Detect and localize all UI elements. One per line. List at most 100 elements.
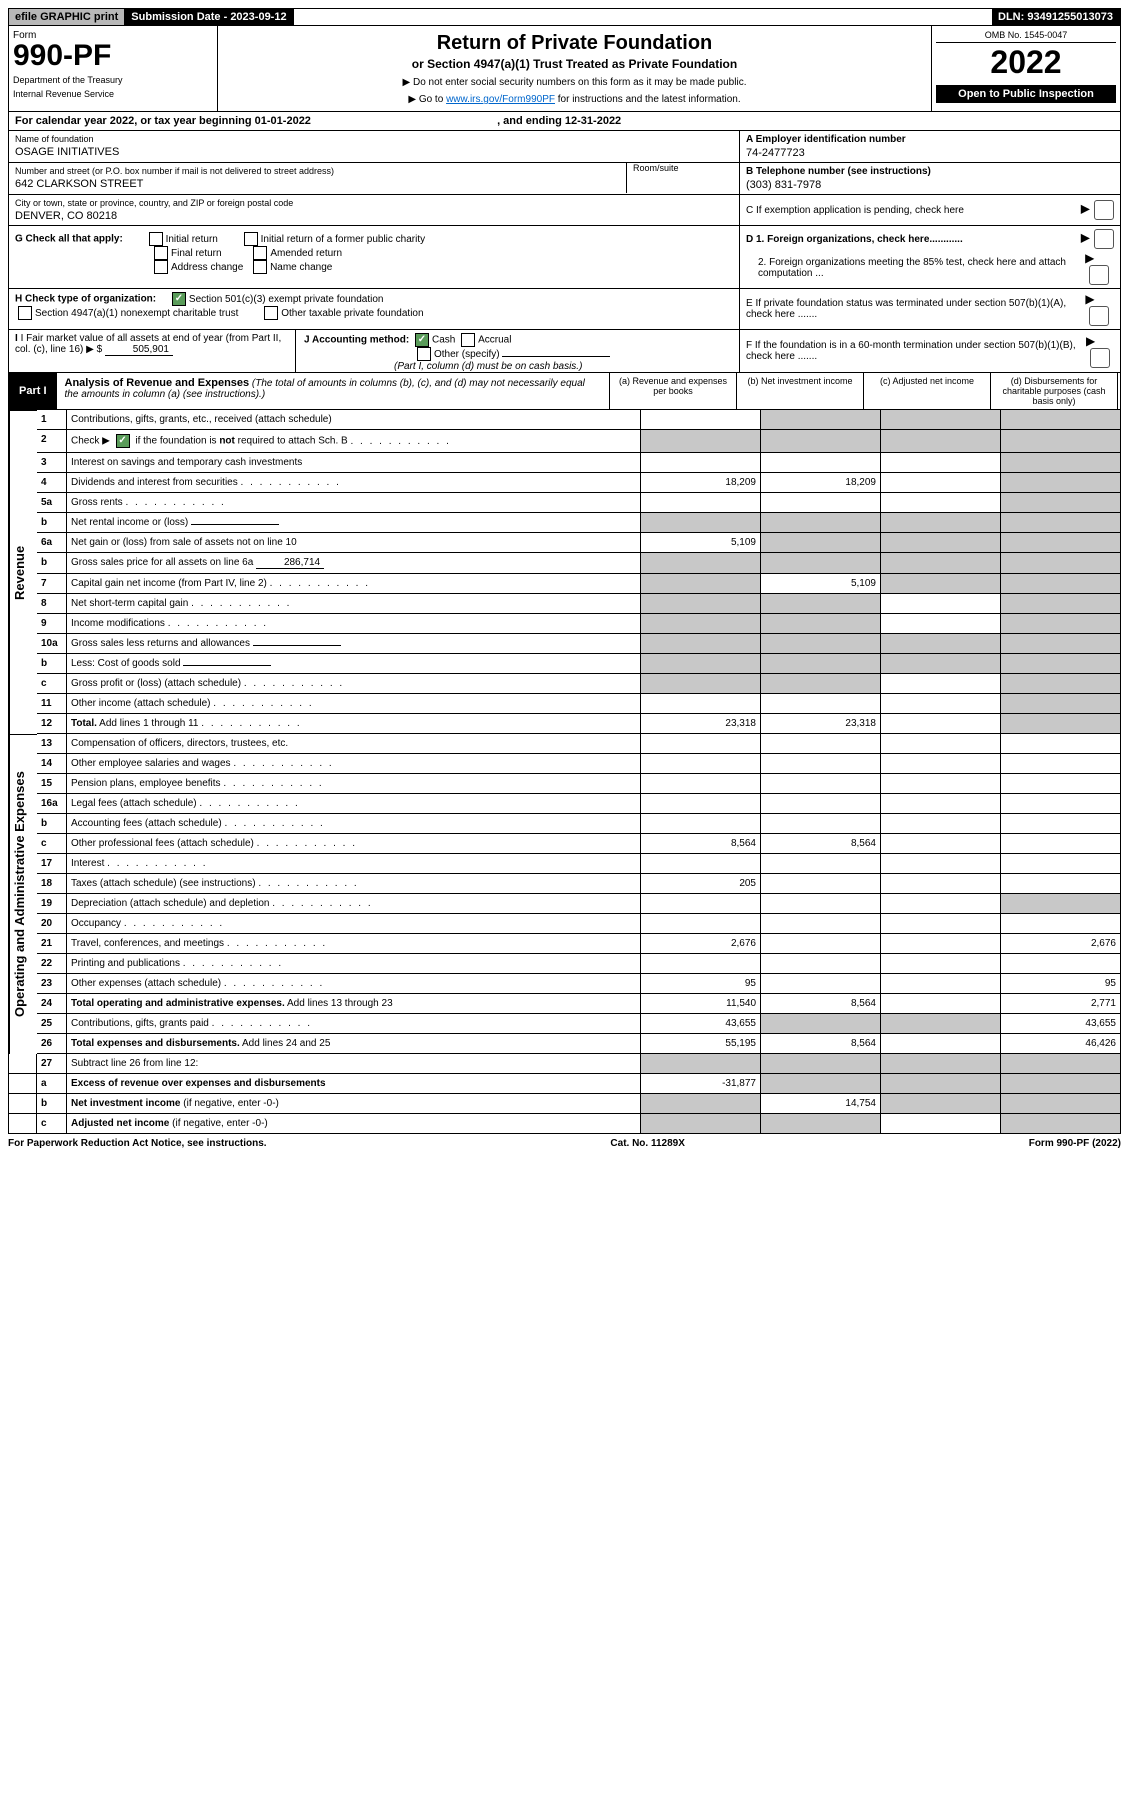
form990pf-link[interactable]: www.irs.gov/Form990PF bbox=[446, 94, 555, 105]
cell-c bbox=[881, 410, 1001, 430]
cell-a bbox=[641, 1114, 761, 1134]
row-desc: Excess of revenue over expenses and disb… bbox=[67, 1074, 641, 1094]
g-opt4: Amended return bbox=[270, 248, 342, 259]
financial-table: Revenue1Contributions, gifts, grants, et… bbox=[8, 410, 1121, 1134]
g-opt5: Name change bbox=[270, 262, 332, 273]
h-opt1: Section 501(c)(3) exempt private foundat… bbox=[189, 294, 384, 305]
row-desc: Other expenses (attach schedule) bbox=[67, 974, 641, 994]
cell-d bbox=[1001, 694, 1121, 714]
part1-left: Part I Analysis of Revenue and Expenses … bbox=[9, 373, 609, 409]
h-501c3-checkbox[interactable]: ✓ bbox=[172, 292, 186, 306]
cell-b bbox=[761, 410, 881, 430]
col-b-header: (b) Net investment income bbox=[736, 373, 863, 409]
city-cell: City or town, state or province, country… bbox=[9, 195, 740, 226]
header-right: OMB No. 1545-0047 2022 Open to Public In… bbox=[931, 26, 1120, 111]
arrow-icon: ▶ bbox=[1085, 292, 1094, 306]
cell-d bbox=[1001, 654, 1121, 674]
row-desc: Interest on savings and temporary cash i… bbox=[67, 453, 641, 473]
period-begin: 01-01-2022 bbox=[255, 115, 311, 127]
row-num: 16a bbox=[37, 794, 67, 814]
cell-d bbox=[1001, 894, 1121, 914]
inspection: Open to Public Inspection bbox=[936, 85, 1116, 103]
efile-label[interactable]: efile GRAPHIC print bbox=[9, 9, 125, 25]
cell-d bbox=[1001, 1094, 1121, 1114]
cell-d bbox=[1001, 794, 1121, 814]
col-a-header: (a) Revenue and expenses per books bbox=[609, 373, 736, 409]
addr-label: Number and street (or P.O. box number if… bbox=[15, 166, 626, 176]
row-num: 20 bbox=[37, 914, 67, 934]
cell-c bbox=[881, 453, 1001, 473]
h-other-checkbox[interactable] bbox=[264, 306, 278, 320]
row-num: 7 bbox=[37, 574, 67, 594]
d2-checkbox[interactable] bbox=[1089, 265, 1109, 285]
i-value: 505,901 bbox=[105, 344, 173, 356]
row-desc: Interest bbox=[67, 854, 641, 874]
cell-a: 55,195 bbox=[641, 1034, 761, 1054]
ein-label: A Employer identification number bbox=[746, 134, 1114, 145]
row-num: 17 bbox=[37, 854, 67, 874]
ein-value: 74-2477723 bbox=[746, 147, 1114, 159]
cell-a: 2,676 bbox=[641, 934, 761, 954]
g-initial-checkbox[interactable] bbox=[149, 232, 163, 246]
j-accrual: Accrual bbox=[478, 335, 511, 346]
row-desc: Pension plans, employee benefits bbox=[67, 774, 641, 794]
j-other-checkbox[interactable] bbox=[417, 347, 431, 361]
period-mid: , and ending bbox=[497, 115, 565, 127]
cell-b bbox=[761, 754, 881, 774]
phone-label: B Telephone number (see instructions) bbox=[746, 166, 1114, 177]
row-desc: Subtract line 26 from line 12: bbox=[67, 1054, 641, 1074]
row-desc: Contributions, gifts, grants paid bbox=[67, 1014, 641, 1034]
d-cell: D 1. Foreign organizations, check here..… bbox=[740, 226, 1120, 289]
cell-d bbox=[1001, 513, 1121, 533]
cell-c bbox=[881, 774, 1001, 794]
footer-mid: Cat. No. 11289X bbox=[610, 1138, 684, 1149]
cell-a bbox=[641, 410, 761, 430]
h-4947-checkbox[interactable] bbox=[18, 306, 32, 320]
j-cash-checkbox[interactable]: ✓ bbox=[415, 333, 429, 347]
h-opt2: Section 4947(a)(1) nonexempt charitable … bbox=[35, 308, 238, 319]
row-desc: Contributions, gifts, grants, etc., rece… bbox=[67, 410, 641, 430]
g-cell: G Check all that apply: Initial return I… bbox=[9, 226, 740, 289]
g-final-checkbox[interactable] bbox=[154, 246, 168, 260]
row-desc: Other professional fees (attach schedule… bbox=[67, 834, 641, 854]
j-accrual-checkbox[interactable] bbox=[461, 333, 475, 347]
row-desc: Taxes (attach schedule) (see instruction… bbox=[67, 874, 641, 894]
row-desc: Check ▶ ✓ if the foundation is not requi… bbox=[67, 430, 641, 453]
row-num: b bbox=[37, 654, 67, 674]
g-former-checkbox[interactable] bbox=[244, 232, 258, 246]
cell-d bbox=[1001, 553, 1121, 574]
cell-d bbox=[1001, 533, 1121, 553]
cell-b bbox=[761, 1074, 881, 1094]
cell-a bbox=[641, 734, 761, 754]
arrow-icon: ▶ bbox=[1085, 251, 1094, 265]
cell-c bbox=[881, 734, 1001, 754]
cell-d bbox=[1001, 874, 1121, 894]
row-desc: Net short-term capital gain bbox=[67, 594, 641, 614]
cell-b bbox=[761, 794, 881, 814]
row-num: c bbox=[37, 674, 67, 694]
d1-checkbox[interactable] bbox=[1094, 229, 1114, 249]
cell-b bbox=[761, 430, 881, 453]
row-num: 4 bbox=[37, 473, 67, 493]
cell-d bbox=[1001, 634, 1121, 654]
cell-d bbox=[1001, 493, 1121, 513]
cell-a: -31,877 bbox=[641, 1074, 761, 1094]
g-address-checkbox[interactable] bbox=[154, 260, 168, 274]
row-num: b bbox=[37, 1094, 67, 1114]
c-checkbox[interactable] bbox=[1094, 200, 1114, 220]
g-name-checkbox[interactable] bbox=[253, 260, 267, 274]
cell-c bbox=[881, 614, 1001, 634]
cell-b bbox=[761, 634, 881, 654]
header: Form 990-PF Department of the Treasury I… bbox=[8, 26, 1121, 112]
g-amended-checkbox[interactable] bbox=[253, 246, 267, 260]
arrow-icon: ▶ bbox=[1086, 334, 1095, 348]
cell-a bbox=[641, 774, 761, 794]
instr2-post: for instructions and the latest informat… bbox=[558, 94, 741, 105]
cell-d bbox=[1001, 774, 1121, 794]
header-left: Form 990-PF Department of the Treasury I… bbox=[9, 26, 218, 111]
row-desc: Depreciation (attach schedule) and deple… bbox=[67, 894, 641, 914]
e-checkbox[interactable] bbox=[1089, 306, 1109, 326]
cell-b bbox=[761, 493, 881, 513]
f-checkbox[interactable] bbox=[1090, 348, 1110, 368]
cell-a bbox=[641, 453, 761, 473]
